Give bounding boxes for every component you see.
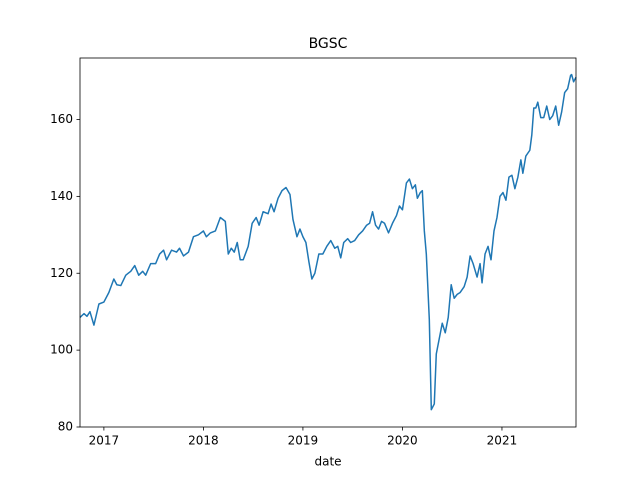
y-tick-label: 140: [50, 189, 73, 203]
x-tick-label: 2019: [288, 434, 319, 448]
plot-frame: [79, 57, 577, 428]
y-tick-label: 160: [50, 112, 73, 126]
x-tick-label: 2018: [188, 434, 219, 448]
y-tick-label: 80: [58, 420, 73, 434]
x-tick-label: 2017: [89, 434, 120, 448]
y-tick-label: 100: [50, 343, 73, 357]
x-axis-label: date: [314, 455, 341, 469]
chart-title: BGSC: [309, 36, 348, 52]
data-line: [79, 73, 577, 411]
x-tick-label: 2020: [387, 434, 418, 448]
y-tick-label: 120: [50, 266, 73, 280]
x-tick-label: 2021: [487, 434, 518, 448]
